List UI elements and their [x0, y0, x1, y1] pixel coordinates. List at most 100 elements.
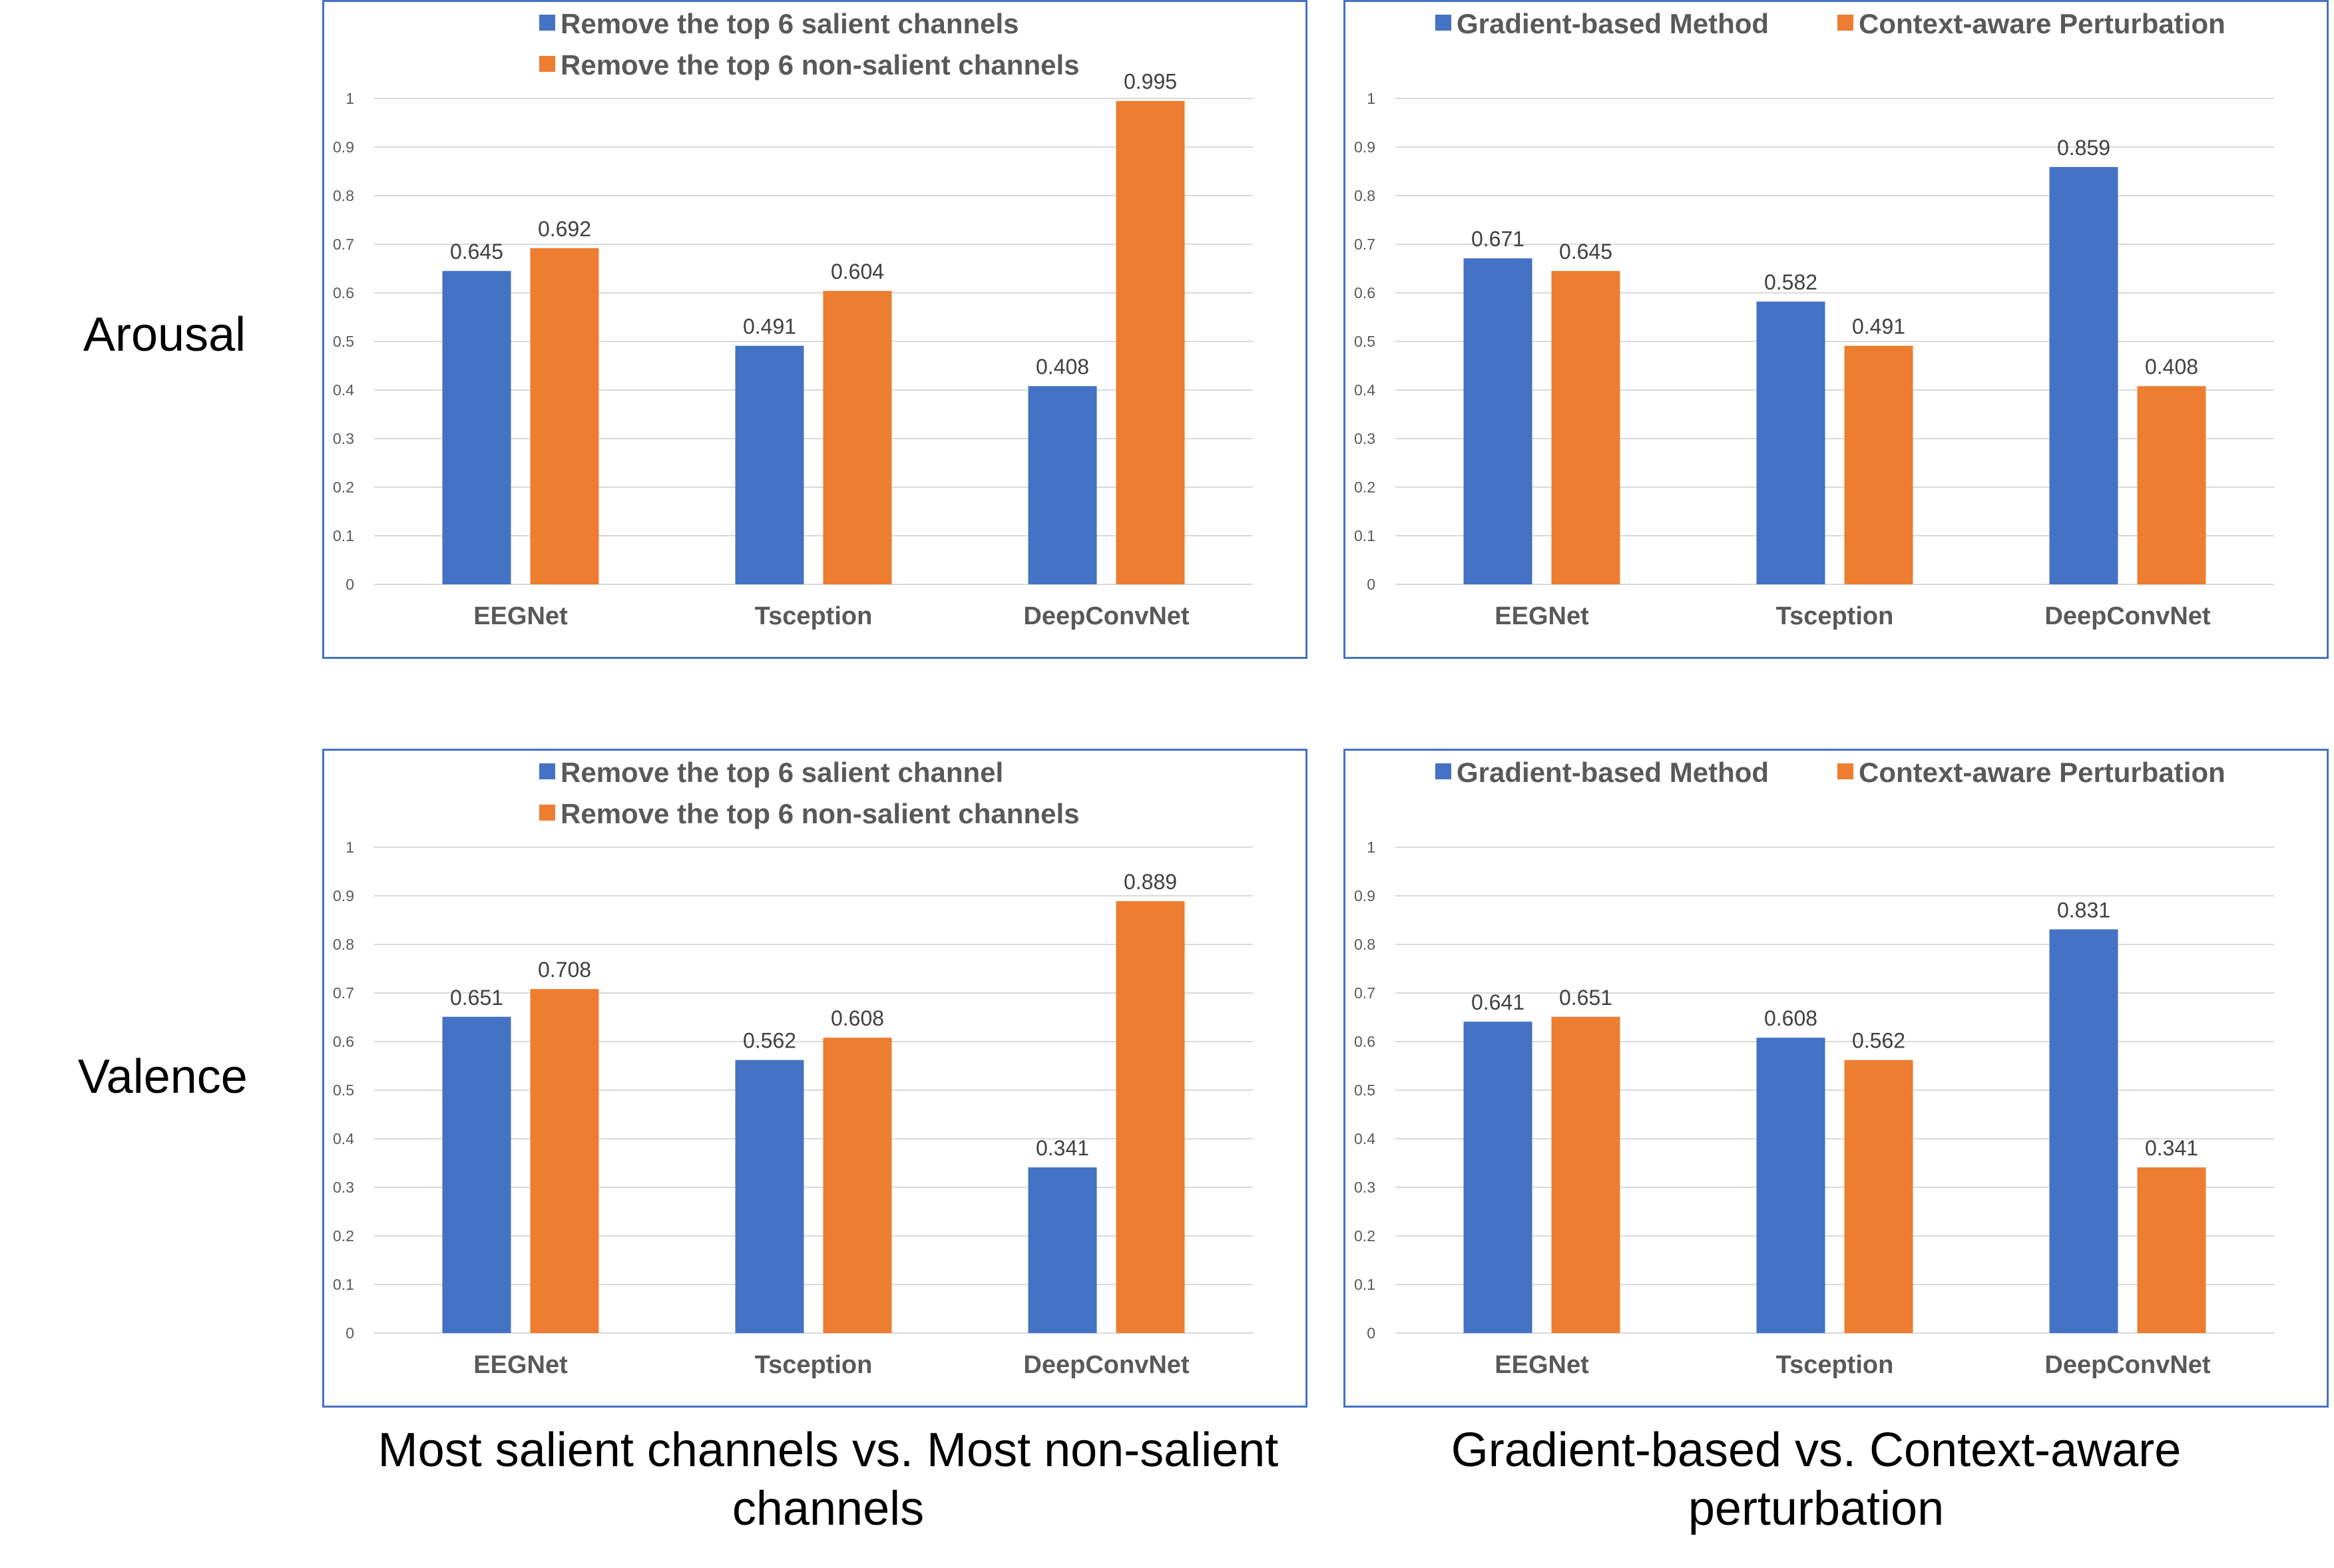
chart1-ytick-label: 1 — [1367, 90, 1375, 107]
chart0-category-label: EEGNet — [473, 602, 568, 630]
chart1-data-label: 0.671 — [1471, 227, 1524, 251]
chart1-bar-eegnet-s2 — [1551, 271, 1620, 584]
row-label-valence: Valence — [78, 1050, 248, 1103]
chart2-category-label: DeepConvNet — [1023, 1351, 1189, 1379]
chart1-data-label: 0.859 — [2057, 136, 2110, 160]
chart3-ytick-label: 0.8 — [1354, 936, 1375, 953]
chart0-ytick-label: 0.3 — [333, 430, 354, 447]
chart2-legend-swatch — [539, 763, 555, 779]
chart3-data-label: 0.641 — [1471, 990, 1524, 1014]
chart3-ytick-label: 0.1 — [1354, 1276, 1375, 1293]
chart1-ytick-label: 0.1 — [1354, 527, 1375, 544]
chart3-ytick-label: 0.3 — [1354, 1179, 1375, 1196]
chart0-ytick-label: 0.7 — [333, 236, 354, 253]
chart2-data-label: 0.651 — [450, 986, 503, 1010]
chart2-bar-deepconvnet-s1 — [1028, 1167, 1097, 1333]
chart3-bar-deepconvnet-s2 — [2137, 1167, 2206, 1333]
caption-left-line1: Most salient channels vs. Most non-salie… — [377, 1424, 1279, 1477]
chart-valence-salient: 0 0.1 0.2 0.3 0.4 0.5 0.6 0.7 0.8 0.9 1 0.651 0.708 E… — [333, 757, 1253, 1379]
chart3-legend-swatch — [1837, 763, 1853, 779]
chart2-data-label: 0.708 — [538, 958, 591, 982]
chart3-bar-tsception-s2 — [1844, 1060, 1913, 1333]
chart2-ytick-label: 0.8 — [333, 936, 354, 953]
chart0-ytick-label: 0.2 — [333, 479, 354, 496]
chart2-legend-label: Remove the top 6 salient channel — [561, 757, 1003, 788]
chart2-legend-swatch — [539, 805, 555, 821]
chart2-ytick-label: 0.2 — [333, 1227, 354, 1245]
chart1-legend-swatch — [1435, 15, 1451, 31]
chart3-bar-tsception-s1 — [1756, 1038, 1825, 1333]
chart1-bar-tsception-s1 — [1756, 301, 1825, 584]
chart1-bar-eegnet-s1 — [1463, 258, 1532, 584]
chart1-ytick-label: 0.8 — [1354, 187, 1375, 204]
chart2-category-label: EEGNet — [473, 1351, 568, 1379]
chart0-legend-swatch — [539, 15, 555, 31]
chart2-category-label: Tsception — [755, 1351, 873, 1379]
chart2-ytick-label: 0.4 — [333, 1130, 354, 1147]
chart0-bar-deepconvnet-s1 — [1028, 386, 1097, 584]
chart1-bar-deepconvnet-s2 — [2137, 386, 2206, 584]
chart0-bar-deepconvnet-s2 — [1116, 100, 1185, 584]
chart0-data-label: 0.692 — [538, 217, 591, 241]
chart-panel-arousal-salient: 0 0.1 0.2 0.3 0.4 0.5 0.6 0.7 0.8 0.9 1 0.645 0.692 E… — [322, 0, 1307, 659]
chart1-ytick-label: 0 — [1367, 576, 1375, 593]
chart0-ytick-label: 1 — [346, 90, 354, 107]
caption-right-line2: perturbation — [1688, 1482, 1945, 1535]
chart1-ytick-label: 0.5 — [1354, 333, 1375, 350]
chart0-ytick-label: 0 — [346, 576, 354, 593]
chart2-ytick-label: 0.1 — [333, 1276, 354, 1293]
chart1-data-label: 0.645 — [1559, 240, 1612, 264]
chart3-ytick-label: 0.2 — [1354, 1227, 1375, 1245]
chart2-ytick-label: 0.6 — [333, 1033, 354, 1050]
caption-left: Most salient channels vs. Most non-salie… — [322, 1421, 1334, 1538]
chart0-category-label: Tsception — [755, 602, 873, 630]
chart0-ytick-label: 0.6 — [333, 284, 354, 301]
chart2-legend-label: Remove the top 6 non-salient channels — [561, 798, 1079, 829]
chart1-legend-label: Context-aware Perturbation — [1859, 8, 2225, 39]
chart0-legend-label: Remove the top 6 non-salient channels — [561, 49, 1079, 81]
chart2-bar-eegnet-s1 — [442, 1016, 511, 1333]
chart3-ytick-label: 0.6 — [1354, 1033, 1375, 1050]
chart0-data-label: 0.645 — [450, 240, 503, 264]
chart1-category-label: DeepConvNet — [2044, 602, 2210, 630]
chart3-legend-label: Context-aware Perturbation — [1859, 757, 2225, 788]
chart3-category-label: DeepConvNet — [2044, 1351, 2210, 1379]
chart0-ytick-label: 0.4 — [333, 381, 354, 399]
chart2-data-label: 0.608 — [831, 1006, 884, 1030]
chart1-data-label: 0.491 — [1852, 315, 1905, 339]
chart3-category-label: EEGNet — [1495, 1351, 1589, 1379]
chart3-data-label: 0.341 — [2145, 1136, 2198, 1160]
chart3-bar-eegnet-s1 — [1463, 1022, 1532, 1333]
chart0-data-label: 0.995 — [1124, 70, 1177, 94]
chart0-data-label: 0.408 — [1036, 355, 1089, 379]
chart-arousal-method: 0 0.1 0.2 0.3 0.4 0.5 0.6 0.7 0.8 0.9 1 0.671 0.645 E… — [1354, 8, 2274, 630]
chart0-ytick-label: 0.8 — [333, 187, 354, 204]
chart0-category-label: DeepConvNet — [1023, 602, 1189, 630]
chart1-ytick-label: 0.4 — [1354, 381, 1375, 399]
chart1-legend-label: Gradient-based Method — [1457, 8, 1769, 39]
chart0-ytick-label: 0.9 — [333, 138, 354, 156]
chart3-ytick-label: 0 — [1367, 1324, 1375, 1342]
chart1-legend-swatch — [1837, 15, 1853, 31]
chart0-bar-tsception-s1 — [735, 345, 804, 584]
chart0-legend-label: Remove the top 6 salient channels — [561, 8, 1019, 39]
chart3-bar-eegnet-s2 — [1551, 1016, 1620, 1333]
chart0-data-label: 0.604 — [831, 260, 884, 284]
chart2-data-label: 0.889 — [1124, 870, 1177, 894]
chart1-bar-tsception-s2 — [1844, 345, 1913, 584]
chart1-ytick-label: 0.9 — [1354, 138, 1375, 156]
chart3-ytick-label: 0.9 — [1354, 887, 1375, 904]
caption-right-line1: Gradient-based vs. Context-aware — [1451, 1424, 2182, 1477]
chart0-bar-eegnet-s1 — [442, 271, 511, 584]
chart3-ytick-label: 1 — [1367, 839, 1375, 856]
chart-panel-valence-method: 0 0.1 0.2 0.3 0.4 0.5 0.6 0.7 0.8 0.9 1 0.641 0.651 E… — [1343, 749, 2329, 1408]
chart3-ytick-label: 0.7 — [1354, 984, 1375, 1002]
chart0-data-label: 0.491 — [743, 315, 796, 339]
chart3-data-label: 0.831 — [2057, 898, 2110, 922]
chart-valence-method: 0 0.1 0.2 0.3 0.4 0.5 0.6 0.7 0.8 0.9 1 0.641 0.651 E… — [1354, 757, 2274, 1379]
chart2-bar-tsception-s2 — [823, 1038, 892, 1333]
chart1-data-label: 0.582 — [1764, 270, 1817, 294]
caption-right: Gradient-based vs. Context-aware perturb… — [1343, 1421, 2289, 1538]
chart1-category-label: EEGNet — [1495, 602, 1589, 630]
chart1-ytick-label: 0.6 — [1354, 284, 1375, 301]
